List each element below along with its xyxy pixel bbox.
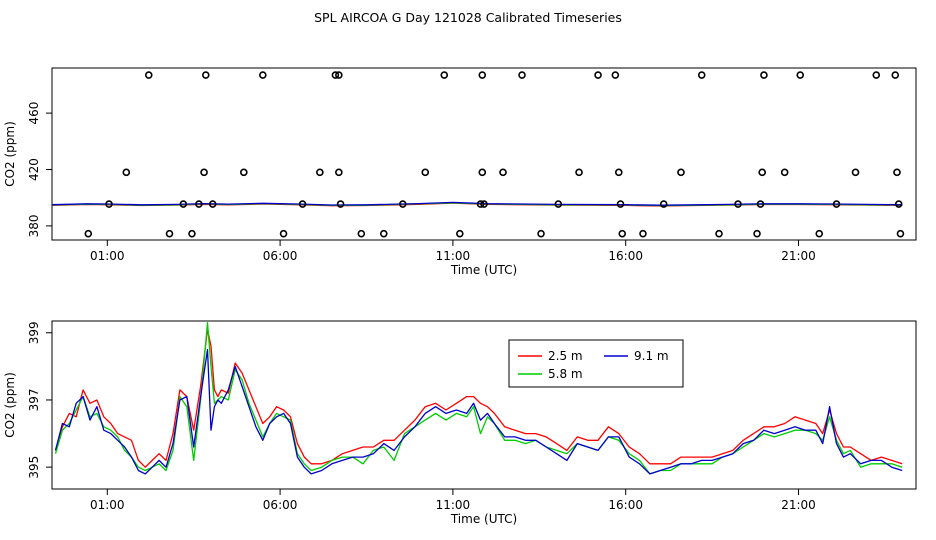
data-point xyxy=(618,229,627,238)
plot-frame xyxy=(51,320,917,490)
data-point xyxy=(240,168,248,177)
x-tick-label: 21:00 xyxy=(781,249,816,263)
top-panel: 01:00 06:00 11:00 16:00 21:00 380 420 460 Time (… xyxy=(3,67,917,277)
x-tick-label: 16:00 xyxy=(608,249,643,263)
data-point xyxy=(697,71,706,79)
data-point xyxy=(201,71,210,79)
data-point xyxy=(594,71,602,79)
data-point xyxy=(144,71,153,79)
data-point xyxy=(259,71,267,79)
data-point xyxy=(398,200,407,208)
data-point xyxy=(188,229,196,238)
y-axis-label: CO2 (ppm) xyxy=(3,121,17,187)
series-line xyxy=(54,348,903,475)
plot-frame xyxy=(51,67,917,241)
data-point xyxy=(200,168,208,177)
data-point xyxy=(891,71,900,79)
data-point xyxy=(851,168,860,177)
y-tick-label: 397 xyxy=(27,389,41,412)
data-point xyxy=(480,200,488,208)
data-point xyxy=(165,229,174,238)
x-tick-label: 06:00 xyxy=(263,498,298,512)
data-point xyxy=(758,168,767,177)
data-point xyxy=(796,71,805,79)
data-point xyxy=(554,200,563,208)
data-point xyxy=(815,229,824,238)
data-point xyxy=(832,200,841,208)
x-tick-label: 21:00 xyxy=(781,498,816,512)
data-point xyxy=(575,168,583,177)
data-point xyxy=(195,200,203,208)
data-point xyxy=(456,229,464,238)
y-tick-label: 399 xyxy=(27,321,41,344)
x-axis-label: Time (UTC) xyxy=(450,512,517,526)
legend-label: 5.8 m xyxy=(548,367,583,381)
data-point xyxy=(476,200,485,208)
data-point xyxy=(336,200,345,208)
data-point xyxy=(84,229,93,238)
data-point xyxy=(756,200,765,208)
data-point xyxy=(893,168,901,177)
x-axis-label: Time (UTC) xyxy=(450,263,517,277)
y-tick-label: 460 xyxy=(27,102,41,125)
data-point xyxy=(896,229,905,238)
data-point xyxy=(421,168,430,177)
data-point xyxy=(894,200,903,208)
data-point xyxy=(478,168,487,177)
x-tick-label: 16:00 xyxy=(608,498,643,512)
data-point xyxy=(639,229,647,238)
data-point xyxy=(616,200,625,208)
legend-label: 9.1 m xyxy=(634,349,669,363)
data-point xyxy=(298,200,307,208)
x-tick-label: 01:00 xyxy=(90,498,125,512)
data-point xyxy=(760,71,768,79)
x-tick-label: 01:00 xyxy=(90,249,125,263)
data-point xyxy=(122,168,131,177)
data-point xyxy=(179,200,188,208)
data-point xyxy=(357,229,366,238)
data-point xyxy=(478,71,487,79)
data-point xyxy=(677,168,685,177)
data-point xyxy=(331,71,340,79)
data-point xyxy=(499,168,507,177)
y-tick-label: 420 xyxy=(27,158,41,181)
series-line xyxy=(54,328,903,468)
data-point xyxy=(734,200,742,208)
data-point xyxy=(753,229,761,238)
data-point xyxy=(614,168,623,177)
x-tick-label: 11:00 xyxy=(436,498,471,512)
data-point xyxy=(316,168,324,177)
data-point xyxy=(611,71,620,79)
y-tick-label: 380 xyxy=(27,214,41,237)
data-point xyxy=(279,229,288,238)
y-axis-label: CO2 (ppm) xyxy=(3,372,17,438)
legend-box xyxy=(508,339,684,388)
bottom-panel: 01:00 06:00 11:00 16:00 21:00 395 397 399 Time (… xyxy=(3,320,917,526)
chart-title: SPL AIRCOA G Day 121028 Calibrated Times… xyxy=(314,10,622,25)
data-point xyxy=(208,200,217,208)
y-tick-label: 395 xyxy=(27,456,41,479)
data-point xyxy=(379,229,388,238)
data-point xyxy=(715,229,723,238)
data-point xyxy=(105,200,113,208)
x-tick-label: 11:00 xyxy=(436,249,471,263)
data-point xyxy=(440,71,449,79)
series-line xyxy=(54,322,903,475)
data-point xyxy=(335,71,343,79)
data-point xyxy=(659,200,668,208)
data-point xyxy=(537,229,545,238)
x-tick-label: 06:00 xyxy=(263,249,298,263)
legend-label: 2.5 m xyxy=(548,349,583,363)
data-point xyxy=(518,71,526,79)
data-point xyxy=(872,71,881,79)
data-point xyxy=(780,168,789,177)
legend: 2.5 m 5.8 m 9.1 m xyxy=(508,339,684,388)
data-point xyxy=(335,168,343,177)
